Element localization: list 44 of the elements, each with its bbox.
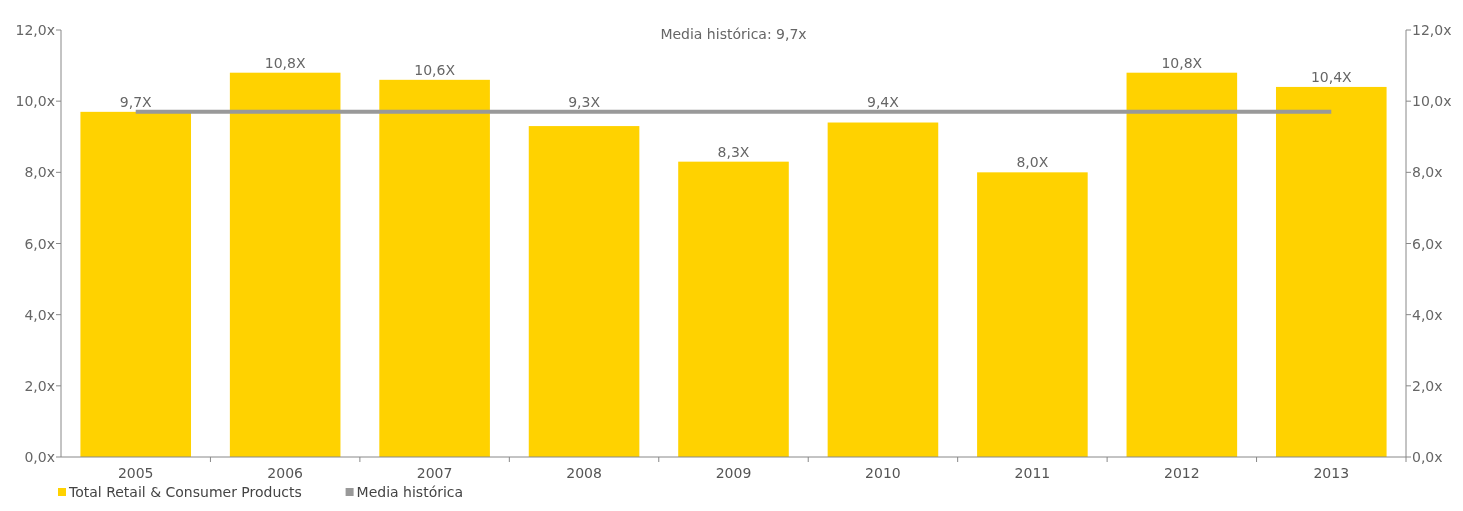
- bar: [1275, 86, 1387, 457]
- x-tick-label: 2013: [1313, 465, 1350, 481]
- x-tick-label: 2011: [1014, 465, 1051, 481]
- x-tick-label: 2005: [117, 465, 154, 481]
- data-label: 9,3X: [568, 93, 601, 110]
- y-tick-label: 6,0x: [24, 235, 55, 252]
- y2-tick-label: 12,0x: [1412, 22, 1452, 38]
- x-tick-label: 2009: [715, 465, 752, 481]
- legend-label: Media histórica: [356, 484, 464, 500]
- bar: [528, 126, 640, 457]
- y-tick-label: 2,0x: [24, 377, 55, 394]
- y2-tick-label: 8,0x: [1412, 164, 1443, 181]
- x-tick-label: 2006: [267, 465, 304, 481]
- bar: [379, 79, 490, 457]
- bar: [678, 161, 789, 457]
- x-tick-label: 2010: [865, 465, 901, 481]
- y-tick-label: 0,0x: [24, 449, 55, 465]
- x-tick-label: 2008: [566, 465, 602, 481]
- x-tick-label: 2012: [1164, 465, 1200, 481]
- data-label: 10,6X: [414, 61, 456, 78]
- data-label: 9,4X: [867, 93, 900, 110]
- y2-tick-label: 10,0x: [1412, 93, 1452, 110]
- data-label: 8,3X: [717, 143, 750, 160]
- y2-tick-label: 2,0x: [1412, 377, 1443, 394]
- bar: [80, 111, 192, 457]
- bar: [229, 72, 341, 457]
- data-label: 9,7X: [119, 93, 153, 110]
- y-tick-label: 12,0x: [15, 22, 55, 38]
- annotation: Media histórica: 9,7x: [660, 26, 807, 42]
- y2-tick-label: 0,0x: [1412, 449, 1443, 465]
- bar: [977, 172, 1088, 457]
- bar: [827, 122, 939, 457]
- data-label: 8,0X: [1016, 154, 1049, 171]
- x-tick-label: 2007: [416, 465, 453, 481]
- data-label: 10,8X: [1161, 54, 1203, 71]
- y2-tick-label: 4,0x: [1412, 306, 1443, 323]
- data-label: 10,8X: [264, 54, 306, 71]
- bar: [1126, 72, 1238, 457]
- data-label: 10,4X: [1310, 68, 1353, 85]
- y-tick-label: 4,0x: [24, 306, 55, 323]
- y-tick-label: 10,0x: [15, 93, 55, 110]
- y2-tick-label: 6,0x: [1412, 235, 1443, 252]
- legend-label: Total Retail & Consumer Products: [68, 484, 302, 500]
- y-tick-label: 8,0x: [24, 164, 55, 181]
